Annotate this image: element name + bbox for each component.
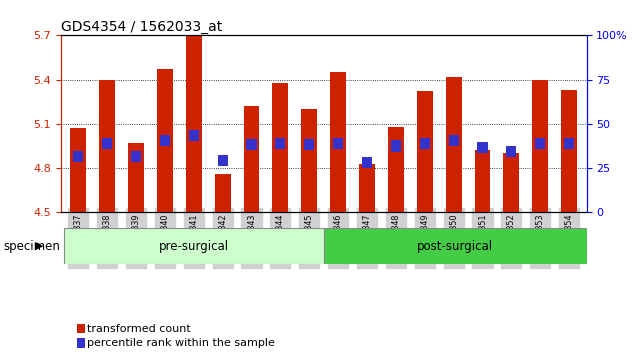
Text: pre-surgical: pre-surgical	[159, 240, 229, 252]
Bar	[102, 138, 112, 149]
Bar	[244, 106, 260, 212]
Bar	[324, 228, 587, 264]
Bar	[391, 141, 401, 152]
Bar	[246, 139, 256, 150]
Bar	[562, 90, 577, 212]
Text: percentile rank within the sample: percentile rank within the sample	[87, 338, 275, 348]
Bar	[533, 80, 548, 212]
Text: transformed count: transformed count	[87, 324, 191, 333]
Bar	[276, 138, 285, 149]
Bar	[420, 138, 430, 149]
Bar	[188, 130, 199, 141]
Text: post-surgical: post-surgical	[417, 240, 493, 252]
Bar	[449, 135, 459, 145]
Bar	[64, 228, 324, 264]
Text: specimen: specimen	[3, 240, 60, 252]
Bar	[330, 72, 346, 212]
Bar	[157, 69, 173, 212]
Bar	[304, 139, 314, 150]
Bar	[71, 128, 86, 212]
Bar	[215, 174, 231, 212]
Bar	[160, 135, 170, 145]
Bar	[73, 151, 83, 162]
Bar	[128, 143, 144, 212]
Bar	[388, 127, 404, 212]
Bar	[417, 91, 433, 212]
Bar	[301, 109, 317, 212]
Bar	[474, 150, 490, 212]
Text: ▶: ▶	[35, 241, 44, 251]
Bar	[478, 142, 488, 153]
Bar	[186, 35, 202, 212]
Bar	[217, 155, 228, 166]
Bar	[272, 82, 288, 212]
Bar	[503, 153, 519, 212]
Bar	[362, 157, 372, 168]
Bar	[333, 138, 343, 149]
Bar	[445, 77, 462, 212]
Bar	[564, 138, 574, 149]
Bar	[535, 138, 545, 149]
Text: GDS4354 / 1562033_at: GDS4354 / 1562033_at	[61, 21, 222, 34]
Bar	[506, 147, 517, 158]
Bar	[99, 80, 115, 212]
Bar	[359, 164, 375, 212]
Bar	[131, 151, 141, 162]
